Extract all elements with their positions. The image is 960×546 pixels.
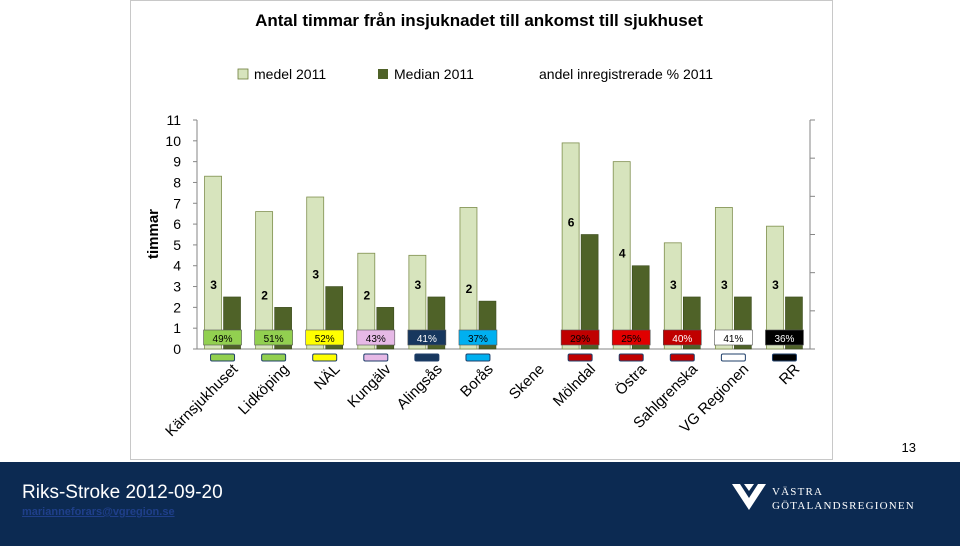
median-data-label: 3	[312, 268, 319, 282]
chart-title: Antal timmar från insjuknadet till ankom…	[255, 11, 703, 30]
share-label-box	[458, 329, 498, 346]
bar-medel	[612, 161, 631, 350]
bar-medel	[714, 207, 733, 350]
category-color-marker	[669, 353, 695, 362]
y-tick-label: 6	[173, 216, 181, 232]
median-data-label: 3	[721, 278, 728, 292]
bar-medel	[663, 242, 682, 350]
y-axis-title: timmar	[145, 209, 162, 259]
share-label: 49%	[213, 334, 233, 345]
share-label-box	[560, 329, 600, 346]
bar-medel	[459, 207, 478, 350]
share-label-box	[662, 329, 702, 346]
y-tick-label: 1	[173, 320, 181, 336]
median-data-label: 3	[772, 278, 779, 292]
legend-label-medel: medel 2011	[254, 66, 326, 82]
share-label: 41%	[417, 334, 437, 345]
category-color-marker	[720, 353, 746, 362]
footer-title: Riks-Stroke 2012-09-20	[22, 482, 223, 503]
category-color-marker	[771, 353, 797, 362]
share-label: 43%	[366, 334, 386, 345]
footer-band: Riks-Stroke 2012-09-20 marianneforars@vg…	[0, 462, 960, 546]
legend-label-share: andel inregistrerade % 2011	[539, 66, 713, 82]
median-data-label: 3	[415, 278, 422, 292]
bar-medel	[357, 252, 376, 350]
y-tick-label: 7	[173, 195, 181, 211]
category-color-marker	[261, 353, 287, 362]
x-tick-label: RR	[776, 361, 803, 388]
bar-medel	[204, 175, 222, 350]
bar-medel	[561, 142, 580, 350]
legend-label-median: Median 2011	[394, 66, 474, 82]
median-data-label: 3	[670, 278, 677, 292]
y-tick-label: 4	[173, 258, 181, 274]
x-tick-label: Östra	[611, 360, 650, 399]
bar-medel	[408, 254, 427, 350]
x-tick-label: Alingsås	[394, 361, 446, 413]
category-color-marker	[210, 353, 236, 362]
x-tick-label: Lidköping	[235, 361, 292, 418]
footer-email-link[interactable]: marianneforars@vgregion.se	[22, 506, 175, 518]
org-name-line2: GÖTALANDSREGIONEN	[772, 500, 915, 512]
share-label-box	[254, 329, 293, 346]
slide-number: 13	[901, 440, 916, 455]
share-label-box	[714, 329, 753, 346]
bar-medel	[766, 225, 784, 350]
median-data-label: 6	[568, 216, 575, 230]
share-label-box	[203, 329, 242, 346]
bar-medel	[255, 211, 274, 350]
share-label-box	[356, 329, 396, 346]
category-color-marker	[312, 353, 338, 362]
share-label: 52%	[315, 334, 335, 345]
x-tick-label: NÄL	[311, 361, 344, 394]
share-label: 36%	[774, 334, 794, 345]
y-tick-label: 0	[173, 341, 181, 357]
category-color-marker	[465, 353, 491, 362]
x-tick-label: Skene	[506, 361, 548, 403]
median-data-label: 2	[363, 288, 370, 302]
share-label: 40%	[672, 334, 692, 345]
x-tick-label: Kungälv	[344, 360, 395, 411]
org-name-line1: VÄSTRA	[772, 486, 824, 498]
share-label-box	[611, 329, 651, 346]
category-color-marker	[363, 353, 389, 362]
share-label-box	[765, 329, 804, 346]
legend-swatch-median	[378, 69, 388, 79]
median-data-label: 3	[210, 278, 217, 292]
category-color-marker	[567, 353, 593, 362]
share-label: 29%	[570, 334, 590, 345]
y-tick-label: 9	[173, 154, 181, 170]
median-data-label: 2	[466, 282, 473, 296]
share-label: 51%	[264, 334, 284, 345]
x-tick-label: Kärnsjukhuset	[162, 360, 242, 440]
y-tick-label: 10	[165, 133, 181, 149]
y-tick-label: 3	[173, 279, 181, 295]
share-label: 41%	[723, 334, 743, 345]
bar-median	[580, 234, 599, 350]
bar-median	[631, 265, 650, 350]
y-tick-label: 8	[173, 174, 181, 190]
y-tick-label: 11	[166, 112, 181, 128]
y-tick-label: 5	[173, 237, 181, 253]
legend-swatch-medel	[237, 68, 249, 80]
share-label-box	[305, 329, 345, 346]
bar-medel	[306, 196, 325, 350]
bar-chart: Antal timmar från insjuknadet till ankom…	[145, 11, 815, 440]
x-tick-label: Borås	[457, 361, 497, 401]
x-tick-label: Mölndal	[550, 361, 599, 410]
share-label-box	[407, 329, 447, 346]
median-data-label: 4	[619, 247, 626, 261]
org-logo-icon	[732, 484, 766, 510]
category-color-marker	[414, 353, 440, 362]
y-tick-label: 2	[173, 299, 181, 315]
median-data-label: 2	[261, 288, 268, 302]
category-color-marker	[618, 353, 644, 362]
share-label: 37%	[468, 334, 488, 345]
share-label: 25%	[621, 334, 641, 345]
